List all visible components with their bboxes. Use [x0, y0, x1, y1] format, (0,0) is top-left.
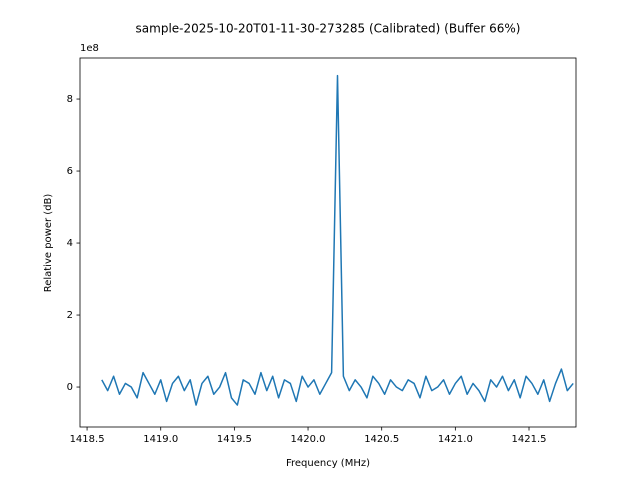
- y-axis-label: Relative power (dB): [43, 194, 54, 293]
- x-tick-label: 1419.0: [143, 434, 178, 445]
- x-tick-label: 1421.0: [438, 434, 473, 445]
- y-offset-label: 1e8: [80, 43, 99, 54]
- x-tick-label: 1420.5: [364, 434, 399, 445]
- plot-frame: [79, 57, 577, 428]
- x-axis-label: Frequency (MHz): [286, 458, 370, 469]
- x-tick-label: 1420.0: [291, 434, 326, 445]
- y-tick-label: 2: [67, 310, 73, 321]
- y-tick-label: 0: [67, 382, 73, 393]
- y-tick-label: 6: [67, 166, 73, 177]
- x-tick-label: 1419.5: [217, 434, 252, 445]
- y-tick-label: 4: [67, 238, 73, 249]
- y-tick-label: 8: [67, 94, 73, 105]
- x-tick-label: 1418.5: [70, 434, 105, 445]
- line: [101, 74, 574, 406]
- x-tick-label: 1421.5: [512, 434, 547, 445]
- chart-title: sample-2025-10-20T01-11-30-273285 (Calib…: [136, 22, 521, 36]
